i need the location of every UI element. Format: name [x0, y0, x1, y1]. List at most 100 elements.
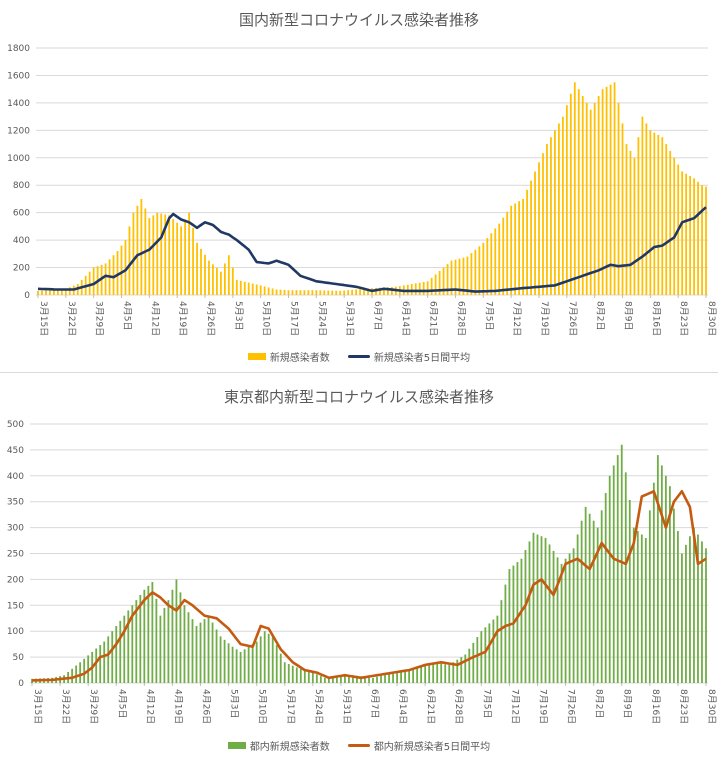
y-tick-label: 400: [13, 236, 30, 246]
bar: [275, 289, 278, 295]
x-tick-label: 8月2日: [595, 301, 606, 330]
bar: [564, 558, 567, 683]
bar: [95, 648, 98, 683]
bar: [92, 267, 95, 295]
bar: [400, 671, 402, 683]
bar: [432, 662, 435, 683]
x-tick-label: 8月2日: [594, 689, 605, 718]
bar: [625, 144, 628, 295]
bar: [624, 472, 627, 683]
bar: [251, 644, 254, 683]
bar: [279, 653, 282, 683]
bar: [56, 289, 59, 295]
bar: [88, 271, 91, 295]
bar: [390, 286, 393, 295]
x-tick-label: 7月12日: [511, 301, 522, 336]
bar: [448, 664, 451, 683]
bar: [368, 677, 370, 683]
bar: [544, 537, 547, 683]
legend-item-line: 新規感染者5日間平均: [347, 349, 471, 364]
x-tick-label: 6月7日: [372, 301, 383, 330]
chart-title: 東京都内新型コロナウイルス感染者推移: [223, 388, 494, 406]
bar: [41, 290, 43, 295]
bar: [601, 89, 604, 296]
bar: [231, 267, 234, 295]
bar: [576, 534, 579, 683]
bar: [31, 678, 33, 683]
bar: [496, 615, 499, 683]
bar: [348, 675, 350, 683]
bar: [380, 675, 382, 683]
bar: [596, 527, 599, 683]
bar: [636, 531, 639, 683]
bar: [37, 290, 39, 295]
bar: [344, 675, 346, 683]
x-tick-label: 5月17日: [288, 301, 299, 336]
chart-plot-national: 0 200 400 600 800 1000 1200 1400 1600 1800 3月15日 3月…: [7, 44, 717, 336]
bar: [572, 548, 575, 683]
bar: [580, 520, 583, 683]
bar: [534, 171, 536, 295]
chart-national: 国内新型コロナウイルス感染者推移 0 200 400 600 800 1000 1200 14…: [0, 0, 718, 368]
bar: [697, 534, 699, 683]
bar: [323, 290, 326, 295]
x-tick-label: 4月26日: [201, 689, 212, 724]
bar: [323, 677, 326, 683]
bar: [239, 280, 242, 295]
y-tick-label: 1200: [7, 126, 30, 136]
bar: [408, 670, 411, 683]
legend-label-line: 新規感染者5日間平均: [373, 353, 471, 364]
bar: [184, 219, 187, 295]
x-tick-label: 5月24日: [313, 689, 324, 724]
bar: [68, 287, 71, 295]
y-tick-label: 1600: [7, 71, 30, 81]
bar: [609, 84, 612, 295]
x-tick-label: 3月29日: [88, 689, 99, 724]
bar: [673, 157, 676, 295]
bar: [568, 553, 571, 683]
bar: [139, 594, 142, 683]
bar: [652, 482, 655, 683]
bar: [701, 541, 703, 683]
bar: [207, 615, 210, 683]
bar: [613, 82, 616, 295]
bar: [468, 648, 471, 683]
bar: [356, 675, 358, 683]
bar: [644, 537, 647, 683]
bar: [223, 263, 226, 295]
bar: [79, 662, 82, 683]
bar: [560, 563, 563, 683]
bar: [524, 550, 527, 683]
y-tick-label: 0: [18, 679, 24, 689]
bar: [484, 627, 487, 683]
bar: [223, 639, 226, 683]
bar: [295, 667, 298, 683]
bar: [384, 674, 386, 683]
legend-label-line: 都内新規感染者5日間平均: [373, 742, 491, 753]
bar: [454, 259, 457, 295]
chart-tokyo: 東京都内新型コロナウイルス感染者推移 0 50 100 150 200 250 300 350…: [0, 372, 718, 758]
bar: [164, 214, 167, 295]
bar: [115, 626, 118, 683]
bar: [179, 592, 182, 683]
chart-plot-tokyo: 0 50 100 150 200 250 300 350 400 450 500 3月15日 3月22日…: [7, 420, 717, 724]
y-tick-label: 200: [13, 264, 30, 274]
bar: [492, 619, 495, 683]
bar: [520, 558, 523, 683]
bar: [422, 281, 425, 295]
bar: [107, 636, 110, 683]
bar: [585, 102, 588, 295]
x-tick-label: 4月5日: [116, 689, 127, 718]
bar: [307, 671, 310, 683]
bar: [339, 290, 342, 295]
bar: [283, 662, 286, 683]
bar: [592, 520, 595, 683]
bar: [259, 636, 262, 683]
bar: [526, 189, 528, 295]
bar: [363, 288, 365, 295]
bar: [327, 290, 330, 295]
bar: [64, 288, 67, 295]
bar: [255, 284, 258, 295]
bar: [188, 212, 190, 295]
bar: [488, 623, 491, 683]
